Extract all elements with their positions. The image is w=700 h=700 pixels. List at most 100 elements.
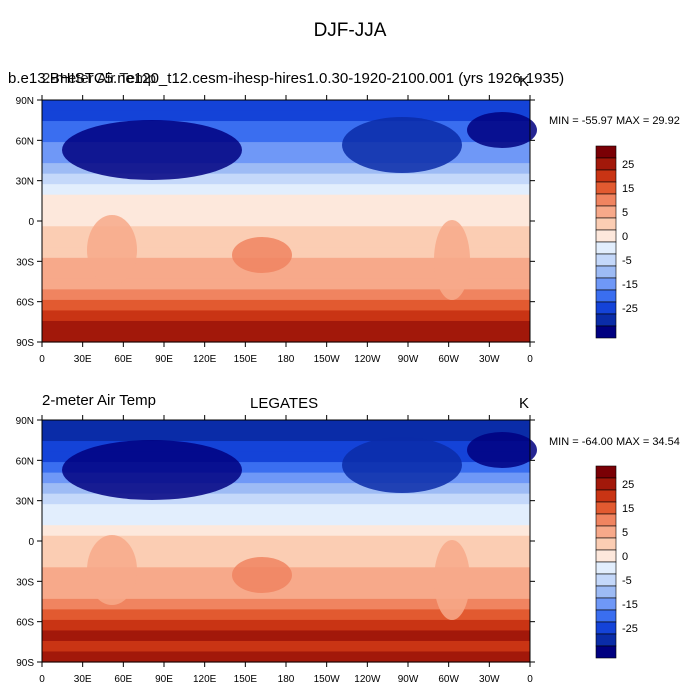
lon-tick-label: 150W	[314, 674, 341, 685]
field-band	[42, 630, 530, 642]
colorbar-swatch	[595, 313, 617, 327]
colorbar-swatch	[595, 229, 617, 243]
field-band	[42, 236, 530, 248]
colorbar-label: 15	[622, 503, 634, 515]
lon-tick-label: 120W	[354, 674, 381, 685]
field-band	[42, 493, 530, 505]
colorbar-swatch	[595, 157, 617, 171]
colorbar-swatch	[595, 549, 617, 563]
colorbar-swatch	[595, 561, 617, 575]
lon-tick-label: 90E	[155, 354, 173, 365]
field-band	[42, 110, 530, 122]
lon-tick-label: 60W	[438, 354, 459, 365]
field-band	[42, 640, 530, 653]
field-band	[42, 131, 530, 143]
field-band	[42, 619, 530, 632]
continent-shape	[434, 220, 470, 300]
figure-title: DJF-JJA	[313, 20, 387, 41]
field-band	[42, 588, 530, 600]
lat-tick-label: 30S	[16, 577, 34, 588]
panel-2-map-frame: 90N 60N 30N 0 30S 60S 90S 0 30E 60E 90E 120E 150E 180…	[16, 415, 638, 685]
panel-1-stats: MIN = -55.97 MAX = 29.92	[549, 115, 680, 127]
lon-tick-label: 120E	[193, 674, 217, 685]
lon-tick-label: 0	[527, 674, 533, 685]
field-band	[42, 598, 530, 610]
colorbar-swatch	[595, 645, 617, 659]
colorbar-swatch	[595, 145, 617, 159]
lon-tick-label: 90W	[398, 354, 419, 365]
field-band	[42, 299, 530, 312]
colorbar-swatch	[595, 193, 617, 207]
lon-tick-label: 180	[278, 354, 295, 365]
field-band	[42, 331, 530, 343]
lon-tick-label: 30E	[74, 674, 92, 685]
continent-shape	[342, 437, 462, 493]
colorbar-swatch	[595, 465, 617, 479]
lat-tick-label: 30N	[16, 497, 34, 508]
colorbar-swatch	[595, 301, 617, 315]
lat-tick-label: 0	[28, 217, 34, 228]
lat-tick-label: 30N	[16, 177, 34, 188]
colorbar-swatch	[595, 585, 617, 599]
continent-shape	[434, 540, 470, 620]
lat-tick-label: 90S	[16, 338, 34, 349]
colorbar-swatch	[595, 289, 617, 303]
lat-tick-label: 0	[28, 537, 34, 548]
lon-tick-label: 30W	[479, 674, 500, 685]
lon-tick-label: 180	[278, 674, 295, 685]
colorbar-swatch	[595, 241, 617, 255]
continent-shape	[467, 432, 537, 468]
continent-shape	[87, 535, 137, 605]
colorbar-label: 25	[622, 479, 634, 491]
panel-2-left-title: 2-meter Air Temp	[42, 392, 156, 409]
colorbar-label: 15	[622, 183, 634, 195]
field-band	[42, 289, 530, 301]
colorbar-label: -25	[622, 623, 638, 635]
continent-shape	[232, 557, 292, 593]
field-band	[42, 121, 530, 133]
colorbar-label: 0	[622, 231, 628, 243]
field-band	[42, 609, 530, 621]
panel-1-left-title-overlay: 2-meter Air Temp	[42, 70, 156, 87]
colorbar-swatch	[595, 477, 617, 491]
lon-tick-label: 0	[39, 674, 45, 685]
colorbar-label: 0	[622, 551, 628, 563]
field-band	[42, 535, 530, 547]
field-band	[42, 100, 530, 112]
lon-tick-label: 60E	[114, 674, 132, 685]
colorbar-swatch	[595, 217, 617, 231]
lat-tick-label: 90N	[16, 416, 34, 427]
field-band	[42, 310, 530, 322]
field-band	[42, 504, 530, 516]
field-band	[42, 320, 530, 333]
lon-tick-label: 30E	[74, 354, 92, 365]
colorbar-swatch	[595, 265, 617, 279]
lon-tick-label: 150E	[234, 674, 258, 685]
colorbar-swatch	[595, 325, 617, 339]
field-band	[42, 268, 530, 280]
colorbar-swatch	[595, 181, 617, 195]
field-band	[42, 173, 530, 185]
lon-tick-label: 60W	[438, 674, 459, 685]
colorbar-swatch	[595, 633, 617, 647]
colorbar-swatch	[595, 597, 617, 611]
colorbar-swatch	[595, 501, 617, 515]
lon-tick-label: 150E	[234, 354, 258, 365]
continent-shape	[62, 440, 242, 500]
colorbar-label: 25	[622, 159, 634, 171]
panel-2-center-title: LEGATES	[250, 395, 319, 412]
field-band	[42, 215, 530, 227]
field-band	[42, 556, 530, 568]
field-band	[42, 546, 530, 558]
lat-tick-label: 60N	[16, 136, 34, 147]
field-band	[42, 472, 530, 484]
field-band	[42, 226, 530, 238]
continent-shape	[62, 120, 242, 180]
field-band	[42, 430, 530, 442]
field-band	[42, 184, 530, 196]
lat-tick-label: 60S	[16, 618, 34, 629]
field-band	[42, 205, 530, 217]
colorbar-label: -5	[622, 575, 632, 587]
panel-1-map-frame: 90N 60N 30N 0 30S 60S 90S 0 30E 60E 90E 120E 150E 180…	[16, 95, 638, 365]
lon-tick-label: 30W	[479, 354, 500, 365]
